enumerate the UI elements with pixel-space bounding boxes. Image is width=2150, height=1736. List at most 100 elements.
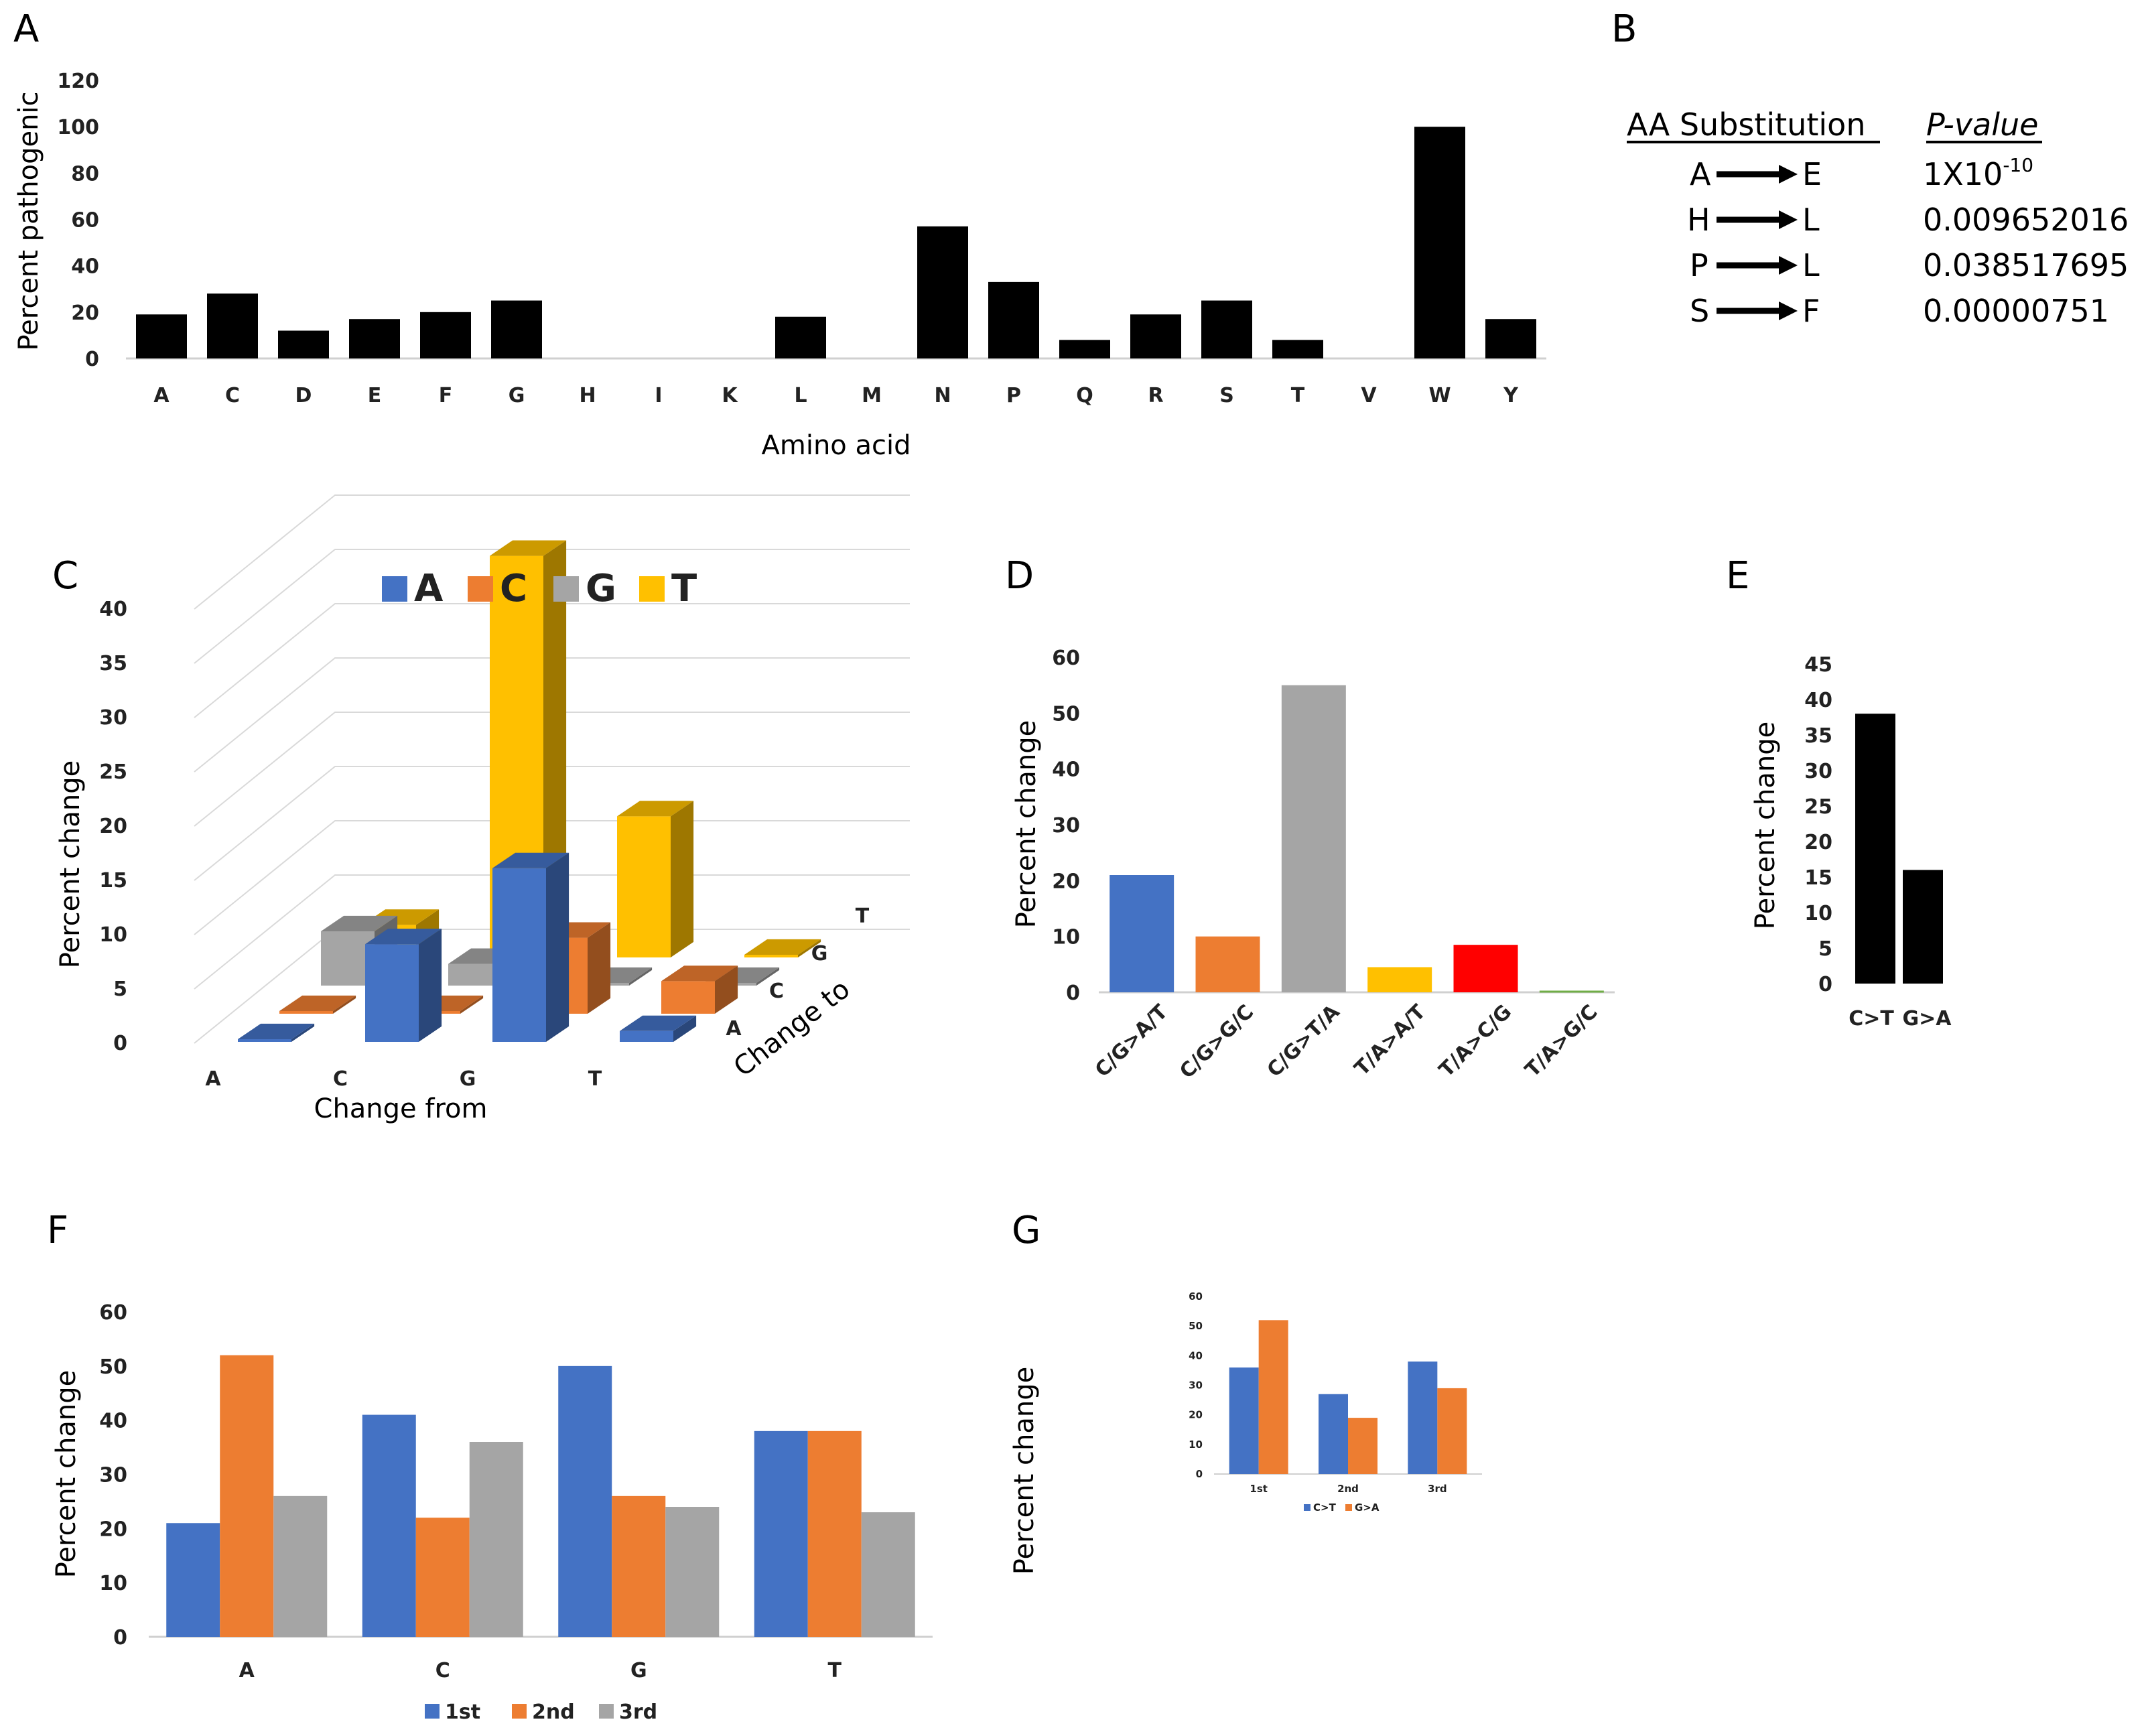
x-tick-label: S — [1219, 384, 1234, 407]
bar-G-1st — [558, 1365, 612, 1637]
bar-W — [1414, 127, 1465, 358]
pvalue-base: 1X10 — [1923, 156, 2003, 192]
bar-T-from-T — [744, 954, 798, 957]
x-tick-label: 1st — [1250, 1483, 1268, 1495]
y-tick-label: 30 — [99, 706, 127, 730]
y-tick-label: 40 — [99, 598, 127, 621]
bar-A-from-C — [365, 944, 419, 1042]
bar-top-A-from-G — [492, 852, 569, 868]
bar-T-3rd — [861, 1512, 915, 1637]
bar-T — [1272, 340, 1323, 358]
arrow-right-icon — [1779, 302, 1798, 320]
y-tick-label: 0 — [85, 348, 99, 371]
y-tick-label: 50 — [1052, 702, 1080, 726]
y-tick-label: 120 — [57, 70, 99, 93]
legend-swatch-T — [639, 576, 665, 602]
panel-label-g: G — [1012, 1209, 1040, 1252]
y-tick-label: 45 — [1804, 653, 1832, 677]
bar-side-C-from-G — [588, 922, 611, 1014]
z-axis-title: Change to — [728, 974, 856, 1083]
bar-side-T-from-G — [671, 801, 694, 957]
legend-label: 1st — [445, 1700, 480, 1724]
bar-A — [136, 314, 187, 358]
bar-top-A-from-C — [365, 929, 442, 945]
y-tick-label: 15 — [99, 869, 127, 892]
y-tick-label: 35 — [99, 652, 127, 675]
y-tick-label: 30 — [99, 1464, 127, 1487]
bar-C-3rd — [469, 1442, 523, 1637]
bar-S — [1201, 300, 1252, 358]
bar-T/A>C/G — [1453, 945, 1518, 992]
legend-swatch-G>A — [1345, 1504, 1352, 1511]
y-tick-label: 30 — [1804, 760, 1832, 783]
x-tick-label: C — [333, 1067, 348, 1091]
legend-swatch-1st — [425, 1704, 440, 1719]
y-tick-label: 0 — [1818, 973, 1832, 996]
legend-swatch-C>T — [1304, 1504, 1311, 1511]
y-tick-label: 25 — [99, 760, 127, 784]
y-tick-label: 0 — [1066, 982, 1080, 1005]
arrow-right-icon — [1779, 256, 1798, 275]
x-tick-label: T — [588, 1067, 602, 1091]
x-tick-label: Y — [1503, 384, 1519, 407]
panel-label-e: E — [1726, 554, 1749, 598]
bar-1st-C>T — [1229, 1367, 1259, 1474]
bar-T/A>A/T — [1367, 967, 1432, 992]
x-tick-label: N — [934, 384, 951, 407]
chart-e-ct-ga: 0 5 10 15 20 25 30 35 40 45 C>T G>A Percent change — [1750, 653, 1952, 1030]
row-from: S — [1690, 293, 1709, 329]
legend-swatch-A — [382, 576, 407, 602]
y-tick-label: 5 — [1818, 937, 1832, 961]
chart-c-3d-base-change: 0 5 10 15 20 25 30 35 40 A C G T A C G T Change from Chang… — [55, 494, 910, 1124]
x-tick-label: C/G>T/A — [1263, 1000, 1345, 1081]
y-tick-label: 20 — [99, 815, 127, 838]
y-tick-label: 10 — [99, 923, 127, 947]
bar-2nd-G>A — [1348, 1418, 1378, 1474]
bar-T-from-G — [617, 816, 671, 957]
y-tick-label: 10 — [1189, 1439, 1203, 1451]
arrow-right-icon — [1779, 165, 1798, 184]
x-tick-label: C/G>A/T — [1091, 1000, 1172, 1082]
bar-T-1st — [754, 1430, 808, 1637]
y-axis-title: Percent pathogenic — [13, 91, 44, 350]
bar-top-A-from-T — [620, 1015, 697, 1031]
x-tick-label: L — [794, 384, 807, 407]
y-axis-title: Percent change — [55, 760, 86, 968]
table-row-0: A E 1X10-10 — [1690, 154, 2033, 192]
bar-side-C-from-T — [715, 965, 738, 1014]
grid-line — [194, 820, 910, 935]
x-tick-label: G>A — [1903, 1007, 1952, 1030]
bar-P — [988, 281, 1039, 358]
bar-top-C-from-A — [279, 995, 356, 1011]
x-tick-label: C — [435, 1659, 450, 1682]
x-tick-label: T/A>C/G — [1434, 1000, 1516, 1082]
table-row-2: P L 0.038517695 — [1690, 247, 2129, 283]
y-axis-title: Percent change — [1750, 722, 1781, 929]
bar-2nd-C>T — [1319, 1394, 1348, 1474]
x-tick-label: A — [205, 1067, 221, 1091]
z-tick-label: G — [811, 942, 828, 965]
chart-g-codon-position-ct-ga: 0 10 20 30 40 50 60 1st 2nd 3rd C>T G>A Percent chan… — [1009, 1290, 1482, 1575]
y-tick-label: 100 — [57, 116, 99, 139]
bar-side-A-from-C — [419, 929, 442, 1042]
legend-label: 2nd — [532, 1700, 575, 1724]
legend-label: G — [586, 567, 616, 610]
bar-top-A-from-A — [238, 1023, 315, 1039]
y-axis-title: Percent change — [51, 1370, 82, 1578]
bar-C/G>T/A — [1281, 685, 1346, 992]
bar-T-2nd — [807, 1430, 862, 1637]
y-tick-label: 50 — [1189, 1320, 1203, 1332]
bar-1st-G>A — [1258, 1320, 1288, 1474]
bar-C-2nd — [415, 1518, 470, 1637]
x-tick-label: A — [153, 384, 170, 407]
x-tick-label: T/A>G/C — [1521, 1000, 1603, 1082]
bar-C>T — [1855, 714, 1895, 984]
y-tick-label: 80 — [71, 162, 99, 186]
x-tick-label: G — [630, 1659, 647, 1682]
legend-label: T — [671, 567, 697, 610]
chart-f-codon-position: 0 10 20 30 40 50 60 A C G T 1st 2nd 3rd Percent change — [51, 1301, 933, 1724]
bar-G — [491, 300, 542, 358]
y-tick-label: 0 — [113, 1626, 127, 1650]
bar-side-C-from-C — [460, 995, 484, 1014]
x-tick-label: Q — [1076, 384, 1093, 407]
